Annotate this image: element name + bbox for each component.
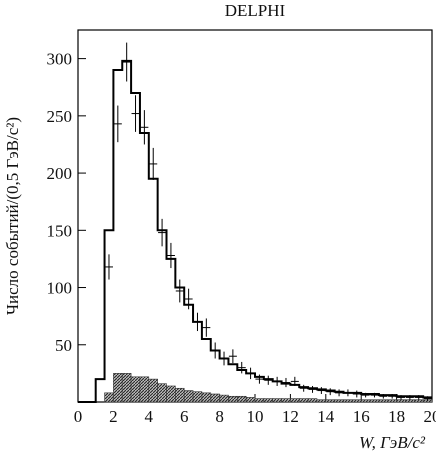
x-tick-label: 0	[74, 407, 83, 426]
x-tick-label: 8	[215, 407, 224, 426]
background-bar	[335, 400, 344, 402]
x-axis-label: W, ГэВ/c²	[359, 433, 426, 452]
background-bar	[184, 391, 193, 402]
background-bar	[264, 399, 273, 402]
y-axis-label: Число событий/(0,5 ГэВ/c²)	[3, 117, 22, 315]
background-bar	[131, 377, 140, 402]
background-bar	[246, 397, 255, 402]
background-bar	[220, 395, 229, 402]
background-bar	[211, 394, 220, 402]
background-bar	[361, 400, 370, 402]
x-tick-label: 4	[145, 407, 154, 426]
background-bar	[414, 400, 423, 402]
background-bar	[405, 400, 414, 402]
x-tick-label: 16	[353, 407, 370, 426]
background-bar	[193, 392, 202, 402]
simulation-step	[78, 61, 432, 402]
background-bar	[149, 379, 158, 402]
background-bar	[308, 399, 317, 402]
x-tick-label: 10	[247, 407, 264, 426]
x-tick-label: 12	[282, 407, 299, 426]
x-tick-label: 18	[388, 407, 405, 426]
background-bar	[370, 400, 379, 402]
background-bar	[175, 388, 184, 402]
background-bar	[282, 399, 291, 402]
background-bar	[397, 400, 406, 402]
background-bar	[105, 393, 114, 402]
background-bar	[228, 396, 237, 402]
background-bar	[255, 399, 264, 402]
y-tick-label: 150	[47, 221, 73, 240]
background-bar	[352, 400, 361, 402]
x-tick-label: 6	[180, 407, 189, 426]
y-tick-label: 250	[47, 107, 73, 126]
x-tick-label: 20	[424, 407, 436, 426]
y-tick-label: 300	[47, 50, 73, 69]
background-bar	[113, 373, 122, 402]
background-bar	[158, 384, 167, 402]
background-bar	[202, 393, 211, 402]
background-bar	[122, 373, 131, 402]
background-bar	[379, 400, 388, 402]
background-bar	[299, 399, 308, 402]
background-bar	[140, 377, 149, 402]
background-bar	[388, 400, 397, 402]
y-tick-label: 200	[47, 164, 73, 183]
chart-title: DELPHI	[225, 1, 286, 20]
background-bar	[273, 399, 282, 402]
y-tick-label: 50	[55, 336, 72, 355]
background-bar	[344, 400, 353, 402]
x-tick-label: 14	[317, 407, 335, 426]
x-tick-label: 2	[109, 407, 118, 426]
y-tick-label: 100	[47, 279, 73, 298]
background-bar	[290, 399, 299, 402]
background-bar	[167, 386, 176, 402]
background-bar	[237, 396, 246, 402]
background-bar	[326, 400, 335, 402]
background-bar	[317, 400, 326, 402]
